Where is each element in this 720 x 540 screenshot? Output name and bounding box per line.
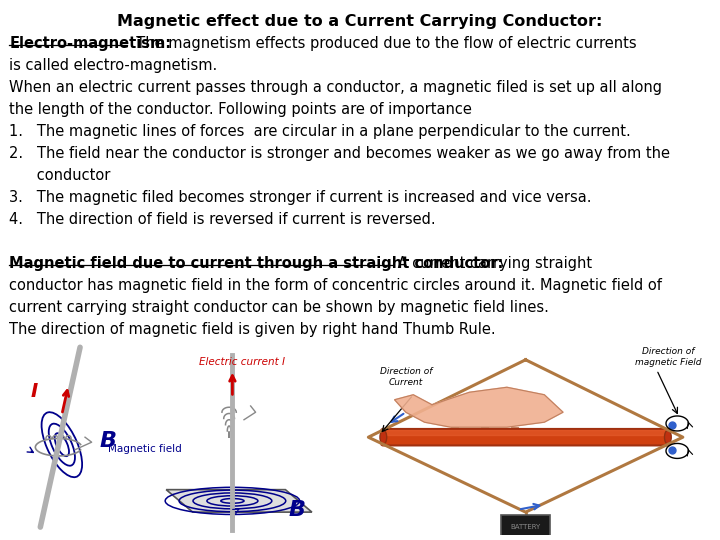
Text: 1.   The magnetic lines of forces  are circular in a plane perpendicular to the : 1. The magnetic lines of forces are circ…: [9, 124, 631, 139]
Text: Electro-magnetism:: Electro-magnetism:: [9, 36, 171, 51]
Text: current carrying straight conductor can be shown by magnetic field lines.: current carrying straight conductor can …: [9, 300, 549, 315]
Text: 2.   The field near the conductor is stronger and becomes weaker as we go away f: 2. The field near the conductor is stron…: [9, 146, 670, 161]
Text: Direction of
Current: Direction of Current: [379, 367, 432, 387]
Text: the length of the conductor. Following points are of importance: the length of the conductor. Following p…: [9, 102, 472, 117]
Text: is called electro-magnetism.: is called electro-magnetism.: [9, 58, 217, 73]
Text: conductor: conductor: [9, 168, 111, 183]
Text: Direction of
magnetic Field: Direction of magnetic Field: [634, 347, 701, 367]
Text: B: B: [289, 500, 306, 520]
Text: When an electric current passes through a conductor, a magnetic filed is set up : When an electric current passes through …: [9, 80, 662, 95]
Text: 3.   The magnetic filed becomes stronger if current is increased and vice versa.: 3. The magnetic filed becomes stronger i…: [9, 190, 592, 205]
Text: Magnetic field due to current through a straight conductor:: Magnetic field due to current through a …: [9, 256, 504, 271]
Text: The magnetism effects produced due to the flow of electric currents: The magnetism effects produced due to th…: [127, 36, 636, 51]
Polygon shape: [166, 490, 312, 512]
Text: I: I: [30, 382, 37, 401]
Text: Electric current I: Electric current I: [199, 357, 285, 367]
Text: BATTERY: BATTERY: [510, 524, 541, 530]
Text: A current carrying straight: A current carrying straight: [393, 256, 593, 271]
FancyBboxPatch shape: [382, 429, 670, 446]
Text: conductor has magnetic field in the form of concentric circles around it. Magnet: conductor has magnetic field in the form…: [9, 278, 662, 293]
Text: Magnetic effect due to a Current Carrying Conductor:: Magnetic effect due to a Current Carryin…: [117, 14, 603, 29]
Text: The direction of magnetic field is given by right hand Thumb Rule.: The direction of magnetic field is given…: [9, 322, 496, 337]
Ellipse shape: [380, 430, 387, 444]
FancyBboxPatch shape: [501, 515, 550, 539]
Polygon shape: [395, 387, 563, 427]
Text: 4.   The direction of field is reversed if current is reversed.: 4. The direction of field is reversed if…: [9, 212, 436, 227]
Ellipse shape: [665, 430, 671, 444]
Text: Magnetic field: Magnetic field: [108, 444, 182, 454]
Text: B: B: [100, 431, 117, 451]
